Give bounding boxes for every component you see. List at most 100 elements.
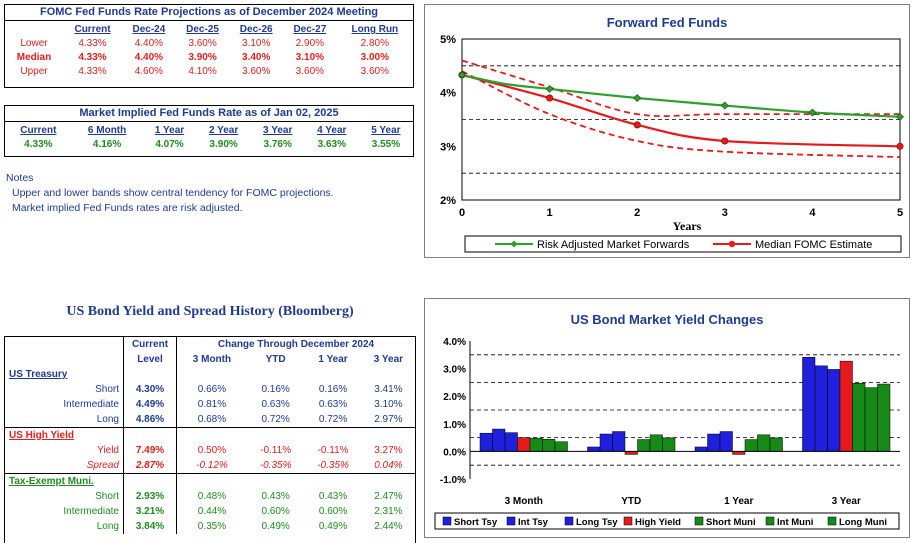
- bond-yield-table: Current Change Through December 2024 Lev…: [4, 336, 416, 543]
- bar: [707, 433, 721, 452]
- bar: [877, 383, 891, 452]
- bond-row: Short 4.30% 0.66% 0.16% 0.16% 3.41%: [5, 382, 415, 397]
- market-cell: 4.07%: [155, 139, 184, 150]
- forward-legend-box: [464, 235, 902, 253]
- fomc-col-header: Dec-25: [186, 24, 219, 35]
- yield-changes-svg: US Bond Market Yield Changes -1.0% 0.0% 1.…: [434, 312, 900, 530]
- category-label: YTD: [621, 496, 641, 507]
- fomc-band-line: [461, 70, 901, 158]
- fomc-table-title: FOMC Fed Funds Rate Projections as of De…: [5, 5, 413, 21]
- y-tick-label: 1.0%: [443, 420, 466, 431]
- bar: [492, 428, 506, 452]
- category-label: 1 Year: [724, 496, 753, 507]
- legend-swatch: [694, 516, 704, 526]
- fomc-cell: 2.90%: [295, 38, 325, 49]
- market-col-header: 3 Year: [263, 125, 293, 136]
- bar: [529, 437, 543, 452]
- legend-label: Short Tsy: [454, 517, 498, 528]
- y-tick-label: 3.0%: [443, 365, 466, 376]
- median-fomc-line: [461, 73, 901, 148]
- legend-market-marker: [510, 240, 518, 248]
- notes-heading: Notes: [6, 172, 34, 184]
- bar: [839, 360, 853, 452]
- notes-line: Market implied Fed Funds rates are risk …: [12, 202, 243, 214]
- fomc-cell: 3.60%: [360, 66, 390, 77]
- bond-row-label: Intermediate: [63, 506, 119, 517]
- bar: [504, 432, 518, 452]
- fomc-cell: 3.10%: [295, 52, 325, 63]
- market-forwards-point: [633, 94, 642, 102]
- bond-change-cell: 0.49%: [261, 521, 290, 532]
- legend-label: Int Tsy: [518, 517, 549, 528]
- bond-section-name: Tax-Exempt Muni.: [5, 473, 124, 489]
- bond-row: Intermediate 4.49% 0.81% 0.63% 0.63% 3.10%: [5, 397, 415, 412]
- forward-fed-funds-svg: Forward Fed Funds Years 2% 3% 4% 5% 0 1 2 3 4 5 R…: [440, 15, 904, 253]
- change-header: Change Through December 2024: [176, 337, 415, 352]
- legend-label: Short Muni: [706, 517, 756, 528]
- fomc-row-lower: Lower 4.33% 4.40% 3.60% 3.10% 2.90% 2.80…: [5, 37, 413, 51]
- legend-label: Int Muni: [777, 517, 813, 528]
- bond-current-level: 2.93%: [123, 489, 177, 504]
- bond-change-cell: 2.47%: [374, 491, 403, 502]
- bar: [542, 439, 556, 452]
- legend-label: Long Muni: [839, 517, 887, 528]
- market-forwards-line: [461, 73, 901, 118]
- bond-change-cell: 0.44%: [175, 504, 247, 519]
- bar: [719, 431, 733, 452]
- market-forwards-point: [545, 84, 554, 93]
- legend-swatch: [827, 516, 837, 526]
- period-header: 3 Year: [373, 354, 404, 365]
- bar: [694, 446, 708, 452]
- bar: [649, 434, 663, 452]
- fomc-row-label: Median: [16, 52, 52, 63]
- period-header: 1 Year: [318, 354, 348, 365]
- fomc-cell: 3.60%: [188, 38, 217, 49]
- bond-spacer-cell: [176, 427, 415, 443]
- bond-change-cell: 0.72%: [318, 414, 348, 425]
- fomc-cell: 4.60%: [134, 66, 164, 77]
- bond-change-cell: 0.49%: [318, 521, 348, 532]
- legend-market-label: Risk Adjusted Market Forwards: [537, 239, 690, 251]
- bar: [864, 387, 878, 452]
- bond-change-cell: 3.10%: [374, 399, 403, 410]
- bond-current-level: 3.84%: [123, 519, 177, 534]
- bond-section-header: Tax-Exempt Muni.: [5, 473, 415, 489]
- y-tick-label: 2.0%: [443, 392, 466, 403]
- notes-line: Upper and lower bands show central tende…: [12, 187, 334, 199]
- legend-swatch: [765, 516, 775, 526]
- bond-change-cell: 0.81%: [175, 397, 247, 412]
- bond-spacer-cell: [123, 367, 177, 382]
- y-tick-label: 3%: [440, 141, 456, 153]
- median-fomc-point: [633, 121, 641, 129]
- bond-section-header: US High Yield: [5, 427, 415, 443]
- bond-current-level: 4.86%: [123, 412, 177, 428]
- fomc-cell: 4.40%: [134, 52, 164, 63]
- forward-fed-funds-chart: Forward Fed Funds Years 2% 3% 4% 5% 0 1 2 3 4 5 R…: [424, 4, 910, 258]
- bond-header-row-2: Level 3 Month YTD 1 Year 3 Year: [5, 352, 415, 367]
- fomc-cell: 3.90%: [188, 52, 217, 63]
- bond-change-cell: 0.43%: [318, 491, 348, 502]
- fomc-row-label: Lower: [20, 38, 48, 49]
- bond-change-cell: 2.31%: [374, 506, 403, 517]
- fomc-cell: 4.10%: [188, 66, 217, 77]
- fomc-cell: 3.60%: [242, 66, 271, 77]
- bond-row: Yield 7.49% 0.50% -0.11% -0.11% 3.27%: [5, 443, 415, 458]
- bond-table-title: US Bond Yield and Spread History (Bloomb…: [66, 304, 354, 319]
- bond-change-cell: 0.66%: [175, 382, 247, 397]
- bond-change-cell: 3.27%: [374, 445, 403, 456]
- bar: [554, 441, 568, 452]
- bond-change-cell: 0.16%: [261, 384, 290, 395]
- bar: [827, 369, 841, 452]
- fomc-projections-table: FOMC Fed Funds Rate Projections as of De…: [4, 4, 414, 88]
- fomc-col-header: Dec-26: [239, 24, 273, 35]
- bond-section-name: US Treasury: [9, 369, 68, 380]
- bond-change-cell: 0.60%: [261, 506, 290, 517]
- bar: [612, 431, 626, 452]
- bond-change-cell: 0.16%: [318, 384, 348, 395]
- fomc-col-header: Current: [74, 24, 111, 35]
- bond-section-name: US High Yield: [5, 427, 124, 443]
- y-tick-label: 0.0%: [443, 447, 466, 458]
- y-tick-label: 2%: [440, 195, 456, 207]
- market-cell: 3.90%: [209, 139, 238, 150]
- bar: [744, 439, 758, 452]
